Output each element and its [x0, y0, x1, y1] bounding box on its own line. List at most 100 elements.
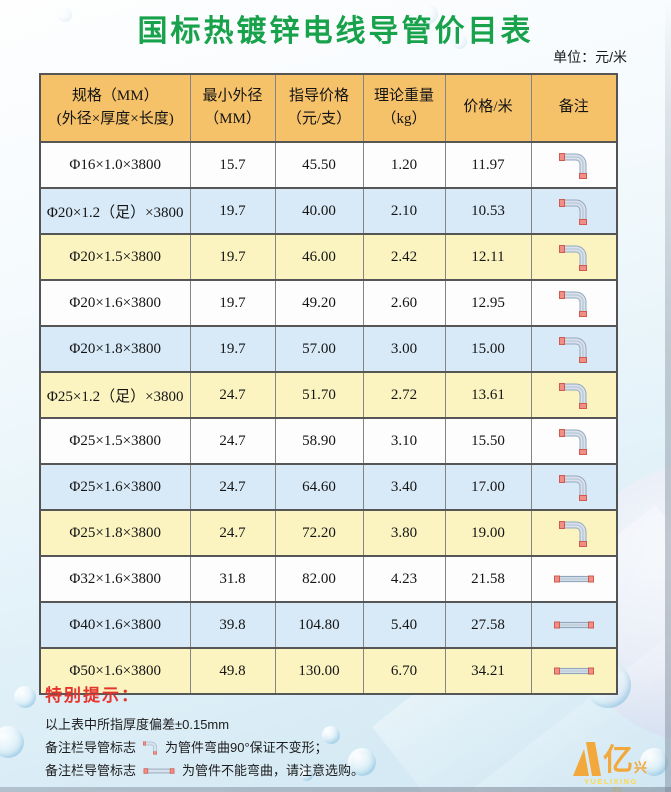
- logo-subtitle: YUELIXING: [584, 777, 638, 786]
- table-row: Φ40×1.6×3800 39.8 104.80 5.40 27.58: [39, 601, 618, 649]
- header-weight-line1: 理论重量: [373, 87, 434, 104]
- bubble-decoration: [348, 748, 376, 776]
- notice-line-3: 备注栏导管标志 为管件不能弯曲，请注意选购。: [45, 759, 364, 782]
- table-row: Φ20×1.5×3800 19.7 46.00 2.42 12.11: [39, 233, 618, 281]
- header-min-od: 最小外径 （MM）: [189, 73, 276, 143]
- table-row: Φ20×1.6×3800 19.7 49.20 2.60 12.95: [39, 279, 618, 327]
- header-weight: 理论重量 （kg）: [362, 73, 446, 143]
- header-price-per-meter: 价格/米: [444, 73, 532, 143]
- guide-price-cell: 130.00: [274, 647, 364, 695]
- min-od-cell: 31.8: [189, 555, 276, 603]
- remark-cell: [530, 555, 618, 603]
- table-header: 规格（MM） (外径×厚度×长度) 最小外径 （MM） 指导价格 （元/支） 理…: [39, 73, 618, 143]
- price-per-meter-cell: 34.21: [444, 647, 532, 695]
- table-row: Φ25×1.8×3800 24.7 72.20 3.80 19.00: [39, 509, 618, 557]
- header-spec-line2: (外径×厚度×长度): [56, 111, 174, 127]
- guide-price-cell: 58.90: [274, 417, 364, 465]
- price-per-meter-cell: 10.53: [444, 187, 532, 235]
- min-od-cell: 24.7: [189, 509, 276, 557]
- price-per-meter-cell: 15.50: [444, 417, 532, 465]
- elbow-pipe-icon: [558, 521, 587, 547]
- price-per-meter-cell: 15.00: [444, 325, 532, 373]
- header-remark-line1: 备注: [558, 99, 589, 116]
- remark-cell: [530, 233, 618, 281]
- elbow-pipe-icon: [558, 383, 587, 409]
- spec-cell: Φ20×1.8×3800: [39, 325, 191, 373]
- unit-label: 单位：元/米: [553, 49, 627, 65]
- straight-pipe-icon: [553, 575, 594, 583]
- page-title: 国标热镀锌电线导管价目表: [137, 15, 534, 48]
- spec-cell: Φ20×1.2（足）×3800: [39, 187, 191, 235]
- min-od-cell: 19.7: [189, 325, 276, 373]
- price-per-meter-cell: 12.11: [444, 233, 532, 281]
- guide-price-cell: 51.70: [274, 371, 364, 419]
- page-edge-right: [665, 0, 671, 792]
- min-od-cell: 19.7: [189, 187, 276, 235]
- spec-cell: Φ16×1.0×3800: [39, 141, 191, 189]
- header-min-od-line1: 最小外径: [202, 87, 263, 104]
- elbow-pipe-icon: [558, 475, 587, 501]
- bubble-decoration: [640, 748, 668, 776]
- price-per-meter-cell: 12.95: [444, 279, 532, 327]
- logo-side-character: 兴: [634, 760, 648, 775]
- guide-price-cell: 104.80: [274, 601, 364, 649]
- bubble-decoration: [0, 726, 24, 758]
- logo-mark-icon: [573, 742, 601, 776]
- spec-cell: Φ32×1.6×3800: [39, 555, 191, 603]
- header-guide-price: 指导价格 （元/支）: [274, 73, 364, 143]
- straight-pipe-icon: [553, 621, 594, 629]
- notice-line-2-suffix: 为管件弯曲90°保证不变形；: [165, 740, 328, 755]
- remark-cell: [530, 325, 618, 373]
- logo-top: 亿 兴: [572, 742, 671, 776]
- table-row: Φ25×1.5×3800 24.7 58.90 3.10 15.50: [39, 417, 618, 465]
- weight-cell: 1.20: [362, 141, 446, 189]
- table-row: Φ16×1.0×3800 15.7 45.50 1.20 11.97: [39, 141, 618, 189]
- guide-price-cell: 64.60: [274, 463, 364, 511]
- weight-cell: 6.70: [362, 647, 446, 695]
- header-remark: 备注: [530, 73, 618, 143]
- guide-price-cell: 46.00: [274, 233, 364, 281]
- weight-cell: 4.23: [362, 555, 446, 603]
- header-spec-line1: 规格（MM）: [71, 87, 159, 104]
- spec-cell: Φ20×1.6×3800: [39, 279, 191, 327]
- guide-price-cell: 57.00: [274, 325, 364, 373]
- elbow-pipe-icon: [558, 291, 587, 317]
- guide-price-cell: 49.20: [274, 279, 364, 327]
- spec-cell: Φ25×1.5×3800: [39, 417, 191, 465]
- bubble-decoration: [452, 34, 467, 49]
- notice-line-1: 以上表中所指厚度偏差±0.15mm: [45, 717, 230, 732]
- header-row: 规格（MM） (外径×厚度×长度) 最小外径 （MM） 指导价格 （元/支） 理…: [39, 73, 618, 143]
- elbow-pipe-icon: [142, 739, 159, 756]
- elbow-pipe-icon: [558, 199, 587, 225]
- min-od-cell: 39.8: [189, 601, 276, 649]
- min-od-cell: 19.7: [189, 233, 276, 281]
- weight-cell: 3.00: [362, 325, 446, 373]
- straight-pipe-icon: [142, 766, 176, 776]
- weight-cell: 3.10: [362, 417, 446, 465]
- table-row: Φ20×1.2（足）×3800 19.7 40.00 2.10 10.53: [39, 187, 618, 235]
- price-table: 规格（MM） (外径×厚度×长度) 最小外径 （MM） 指导价格 （元/支） 理…: [39, 73, 618, 695]
- special-notice: 特别提示： 以上表中所指厚度偏差±0.15mm 备注栏导管标志 为管件弯曲90°…: [45, 681, 364, 782]
- bubble-decoration: [322, 726, 340, 744]
- spec-cell: Φ25×1.2（足）×3800: [39, 371, 191, 419]
- spec-cell: Φ40×1.6×3800: [39, 601, 191, 649]
- weight-cell: 2.60: [362, 279, 446, 327]
- notice-line-3-prefix: 备注栏导管标志: [45, 763, 137, 778]
- remark-cell: [530, 371, 618, 419]
- header-spec: 规格（MM） (外径×厚度×长度): [39, 73, 191, 143]
- guide-price-cell: 45.50: [274, 141, 364, 189]
- table-row: Φ25×1.6×3800 24.7 64.60 3.40 17.00: [39, 463, 618, 511]
- elbow-pipe-icon: [558, 153, 587, 179]
- header-guide-price-line2: （元/支）: [286, 111, 352, 127]
- bubble-decoration: [58, 8, 72, 22]
- weight-cell: 2.42: [362, 233, 446, 281]
- table-row: Φ50×1.6×3800 49.8 130.00 6.70 34.21: [39, 647, 618, 695]
- straight-pipe-icon: [553, 667, 594, 675]
- price-per-meter-cell: 13.61: [444, 371, 532, 419]
- remark-cell: [530, 509, 618, 557]
- table-row: Φ25×1.2（足）×3800 24.7 51.70 2.72 13.61: [39, 371, 618, 419]
- weight-cell: 3.40: [362, 463, 446, 511]
- min-od-cell: 15.7: [189, 141, 276, 189]
- elbow-pipe-icon: [558, 337, 587, 363]
